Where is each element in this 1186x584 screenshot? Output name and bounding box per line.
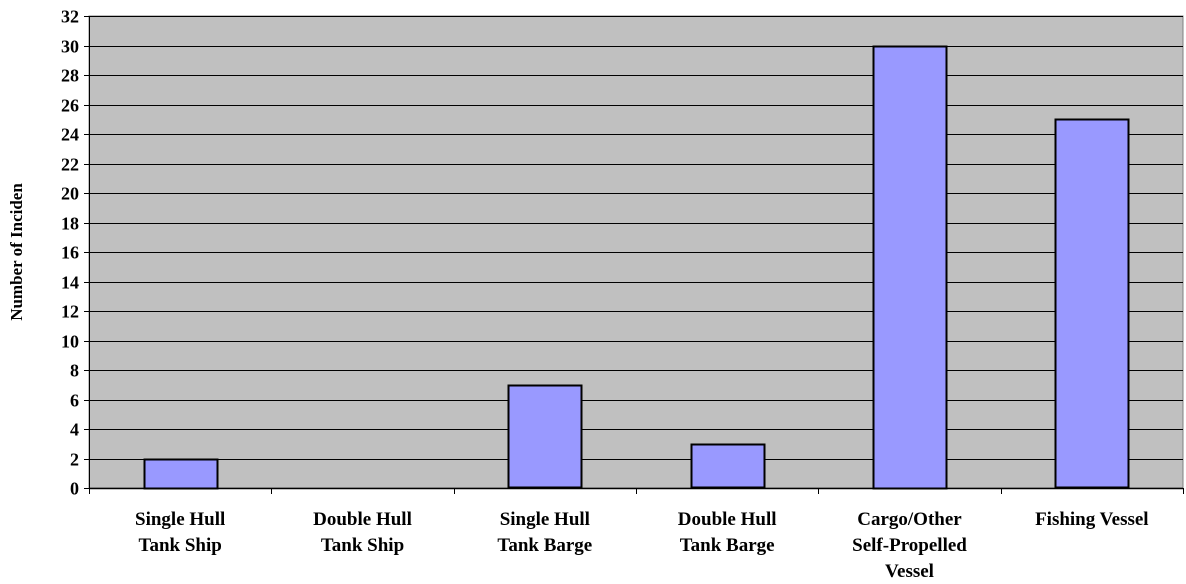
- y-tick-label: 10: [61, 332, 79, 352]
- x-tick-label: Single Hull Tank Ship: [135, 509, 225, 556]
- x-tick-label-line: Fishing Vessel: [1035, 509, 1149, 530]
- x-tick-label-line: Tank Ship: [321, 535, 404, 556]
- y-tick-label: 8: [70, 361, 79, 381]
- x-tick-label: Double Hull Tank Barge: [678, 509, 777, 556]
- y-tick-label: 16: [61, 243, 79, 263]
- x-tick-label-line: Single Hull: [135, 509, 225, 530]
- gridlines: [89, 16, 1183, 460]
- x-tick-label-line: Vessel: [885, 561, 934, 582]
- x-tick-label-line: Double Hull: [313, 509, 412, 530]
- x-tick-label: Single Hull Tank Barge: [497, 509, 592, 556]
- y-tick-label: 32: [61, 7, 79, 27]
- y-tick-label: 18: [61, 214, 79, 234]
- y-axis-label: Number of Inciden: [7, 183, 26, 321]
- y-tick-label: 22: [61, 155, 79, 175]
- bar: [1054, 118, 1130, 489]
- bar: [872, 45, 948, 490]
- y-tick-label: 0: [70, 479, 79, 499]
- x-tick-label-line: Self-Propelled: [852, 535, 967, 556]
- x-tick-label: Cargo/Other Self-Propelled Vessel: [852, 509, 967, 582]
- bar: [507, 384, 583, 489]
- y-tick-label: 20: [61, 184, 79, 204]
- x-tick-label-line: Cargo/Other: [857, 509, 962, 530]
- y-tick-label: 6: [70, 391, 79, 411]
- x-tick-label-line: Double Hull: [678, 509, 777, 530]
- x-tick-label-line: Tank Barge: [497, 535, 592, 556]
- y-tick-label: 12: [61, 302, 79, 322]
- y-tick-label: 24: [61, 125, 79, 145]
- x-tick-label-line: Tank Barge: [680, 535, 775, 556]
- y-tick-label: 4: [70, 420, 79, 440]
- y-tick-label: 26: [61, 96, 79, 116]
- bar: [690, 443, 766, 489]
- x-tick-label-line: Single Hull: [500, 509, 590, 530]
- y-tick-label: 30: [61, 37, 79, 57]
- bars: [143, 45, 1130, 490]
- bar: [143, 458, 219, 490]
- x-tick-label: Fishing Vessel: [1035, 509, 1149, 530]
- y-tick-label: 14: [61, 273, 79, 293]
- y-tick-label: 2: [70, 450, 79, 470]
- x-tick-label-line: Tank Ship: [139, 535, 222, 556]
- x-tick-label: Double Hull Tank Ship: [313, 509, 412, 556]
- x-axis: Single Hull Tank Ship Double Hull Tank Ship…: [89, 487, 1184, 582]
- y-tick-label: 28: [61, 66, 79, 86]
